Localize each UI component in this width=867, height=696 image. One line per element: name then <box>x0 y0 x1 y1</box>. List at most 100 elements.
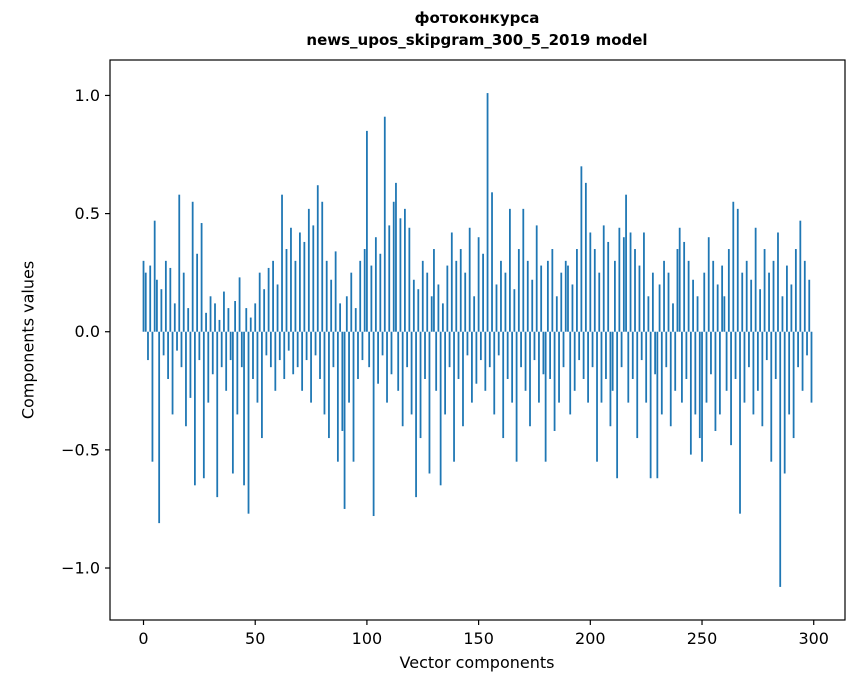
bar <box>665 331 668 368</box>
bar <box>339 303 341 332</box>
bar <box>477 237 480 332</box>
bar <box>448 331 451 368</box>
bar <box>576 249 578 332</box>
bar <box>486 93 489 332</box>
bar <box>200 223 203 332</box>
bar <box>681 331 683 403</box>
bar <box>701 331 703 462</box>
bar <box>363 249 366 332</box>
bar <box>542 331 545 375</box>
bar <box>526 260 529 332</box>
bar <box>238 277 241 332</box>
bar <box>750 279 753 332</box>
bar <box>209 296 212 332</box>
bar <box>571 284 574 332</box>
bar <box>395 182 397 332</box>
bar <box>164 260 167 332</box>
bar <box>473 296 476 332</box>
y-tick-label: −1.0 <box>61 558 100 577</box>
x-tick-label: 100 <box>352 629 383 648</box>
bar <box>328 331 330 439</box>
bar <box>160 289 163 332</box>
bar <box>721 265 724 332</box>
x-tick-label: 300 <box>798 629 829 648</box>
bar <box>410 331 413 415</box>
bar <box>178 194 181 332</box>
bar <box>142 260 145 332</box>
bar <box>622 237 625 332</box>
bar <box>404 208 406 332</box>
bar <box>462 331 464 427</box>
bar <box>634 249 636 332</box>
bar <box>323 331 326 415</box>
bar <box>538 331 540 403</box>
bar <box>167 331 169 379</box>
bar <box>515 331 518 462</box>
bar <box>234 301 236 332</box>
bar <box>631 331 634 379</box>
bar <box>649 331 652 479</box>
bar <box>307 208 310 332</box>
bar <box>794 249 797 332</box>
bar <box>312 225 315 332</box>
bar <box>544 331 547 462</box>
bar <box>531 279 534 332</box>
bar <box>229 331 232 361</box>
bar <box>421 260 424 332</box>
bar <box>611 331 614 391</box>
bar <box>678 227 681 332</box>
bar <box>276 284 279 332</box>
bar <box>573 331 576 391</box>
bar <box>698 331 701 439</box>
bar <box>281 194 283 332</box>
bar <box>716 284 719 332</box>
bar <box>433 249 435 332</box>
bar <box>745 260 748 332</box>
bar <box>258 272 261 332</box>
bar <box>779 331 782 587</box>
bar <box>468 227 471 332</box>
bar <box>696 296 699 332</box>
bar <box>712 260 715 332</box>
bar <box>144 272 147 332</box>
bar <box>553 331 556 431</box>
bar <box>292 331 295 375</box>
x-axis-label: Vector components <box>399 653 555 672</box>
bar <box>225 331 228 391</box>
bar <box>227 308 230 332</box>
bar <box>401 331 404 427</box>
bar <box>549 331 551 379</box>
bar <box>578 331 581 361</box>
bar <box>609 331 612 427</box>
bar <box>180 331 183 368</box>
bar <box>491 192 493 332</box>
bar <box>366 130 368 332</box>
bar <box>158 331 161 524</box>
bar <box>265 331 268 356</box>
bar <box>415 331 417 498</box>
bar <box>587 331 589 403</box>
bar <box>207 331 210 403</box>
bar <box>162 331 165 356</box>
bar <box>455 260 458 332</box>
bar <box>381 331 384 356</box>
bar <box>343 331 346 509</box>
bar <box>714 331 717 431</box>
bar <box>388 225 391 332</box>
bar <box>761 331 764 427</box>
bar <box>774 331 777 379</box>
bar <box>600 331 603 403</box>
y-tick-label: 1.0 <box>75 86 100 105</box>
bar <box>314 331 317 356</box>
bar <box>654 331 656 375</box>
bar <box>479 331 482 361</box>
y-tick-label: −0.5 <box>61 440 100 459</box>
bar <box>419 331 422 439</box>
bar <box>777 232 779 332</box>
bar <box>245 308 248 332</box>
bar <box>551 249 554 332</box>
bar <box>332 331 335 368</box>
bar <box>357 331 359 379</box>
bar <box>739 331 741 514</box>
bar <box>596 331 598 462</box>
